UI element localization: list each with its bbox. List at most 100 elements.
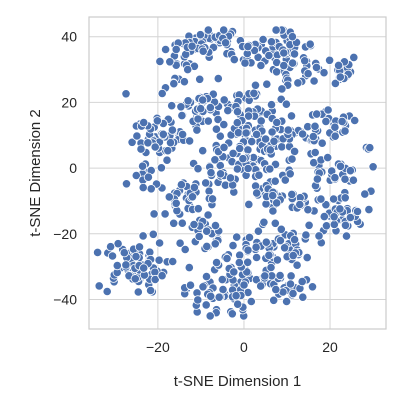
data-point <box>165 138 176 148</box>
data-point <box>121 179 132 189</box>
data-point <box>268 191 278 201</box>
data-point <box>203 25 213 35</box>
data-point <box>352 206 363 217</box>
data-point <box>169 79 179 89</box>
data-point <box>238 154 248 164</box>
data-point <box>287 58 298 68</box>
data-point <box>195 74 205 84</box>
data-point <box>269 295 279 305</box>
data-point <box>222 253 232 264</box>
data-point <box>243 145 253 155</box>
data-point <box>314 231 324 241</box>
data-point <box>321 116 331 127</box>
data-point <box>213 114 223 125</box>
data-point <box>214 292 224 302</box>
data-point <box>288 251 298 261</box>
data-point <box>268 206 278 216</box>
data-point <box>160 209 170 219</box>
y-tick-label: −40 <box>53 291 77 307</box>
data-point <box>189 182 199 192</box>
data-point <box>285 169 295 179</box>
data-point <box>131 170 141 181</box>
data-point <box>330 122 340 132</box>
x-axis-label: t-SNE Dimension 1 <box>174 373 302 390</box>
data-point <box>309 76 319 86</box>
data-point <box>276 224 286 234</box>
data-point <box>203 116 213 126</box>
data-point <box>307 282 318 292</box>
data-point <box>308 132 318 142</box>
data-point <box>139 263 149 273</box>
data-point <box>150 142 160 152</box>
data-point <box>243 163 253 174</box>
data-point <box>133 287 143 297</box>
data-point <box>176 102 186 112</box>
data-point <box>261 237 271 247</box>
data-point <box>221 38 231 48</box>
data-point <box>341 231 352 241</box>
data-point <box>193 295 203 305</box>
data-point <box>330 173 340 183</box>
data-point <box>240 58 250 68</box>
data-point <box>252 252 262 263</box>
data-point <box>219 95 229 105</box>
data-point <box>300 56 310 66</box>
data-point <box>177 111 187 121</box>
y-tick-label: −20 <box>53 226 77 242</box>
data-point <box>178 129 188 139</box>
data-point <box>270 176 280 186</box>
data-point <box>293 78 303 88</box>
data-point <box>264 50 274 61</box>
data-point <box>121 89 131 99</box>
data-point <box>348 175 358 185</box>
data-point <box>203 210 213 220</box>
data-point <box>302 253 312 263</box>
data-point <box>195 30 205 40</box>
data-point <box>161 44 171 55</box>
data-point <box>275 270 285 281</box>
data-point <box>340 193 350 203</box>
data-point <box>198 95 208 105</box>
data-point <box>340 126 350 136</box>
data-point <box>239 280 249 290</box>
data-point <box>319 68 329 78</box>
data-point <box>277 142 287 152</box>
data-point <box>272 255 282 265</box>
data-point <box>194 231 204 242</box>
data-point <box>287 32 297 42</box>
data-point <box>256 116 266 126</box>
data-point <box>234 257 244 268</box>
data-point <box>289 146 300 156</box>
data-point <box>323 153 333 163</box>
data-point <box>279 243 290 253</box>
data-point <box>252 188 262 198</box>
data-point <box>130 274 140 284</box>
data-point <box>266 37 277 47</box>
data-point <box>210 155 220 165</box>
data-point <box>260 134 271 144</box>
data-point <box>232 164 242 174</box>
data-point <box>349 52 359 63</box>
data-point <box>259 217 269 227</box>
data-point <box>335 204 345 214</box>
data-point <box>272 198 282 208</box>
data-point <box>107 251 118 261</box>
data-point <box>219 142 229 152</box>
data-point <box>312 174 322 184</box>
data-point <box>316 194 326 204</box>
data-point <box>185 136 195 146</box>
data-point <box>283 125 293 135</box>
data-point <box>155 238 165 248</box>
data-point <box>368 162 378 172</box>
data-point <box>337 116 347 127</box>
data-point <box>212 257 222 268</box>
data-point <box>146 184 156 194</box>
data-point <box>198 146 208 156</box>
data-point <box>201 178 211 188</box>
data-point <box>215 131 225 141</box>
data-point <box>244 232 255 242</box>
data-point <box>175 238 185 248</box>
data-point <box>241 128 251 138</box>
data-point <box>211 124 221 134</box>
data-point <box>201 300 211 310</box>
